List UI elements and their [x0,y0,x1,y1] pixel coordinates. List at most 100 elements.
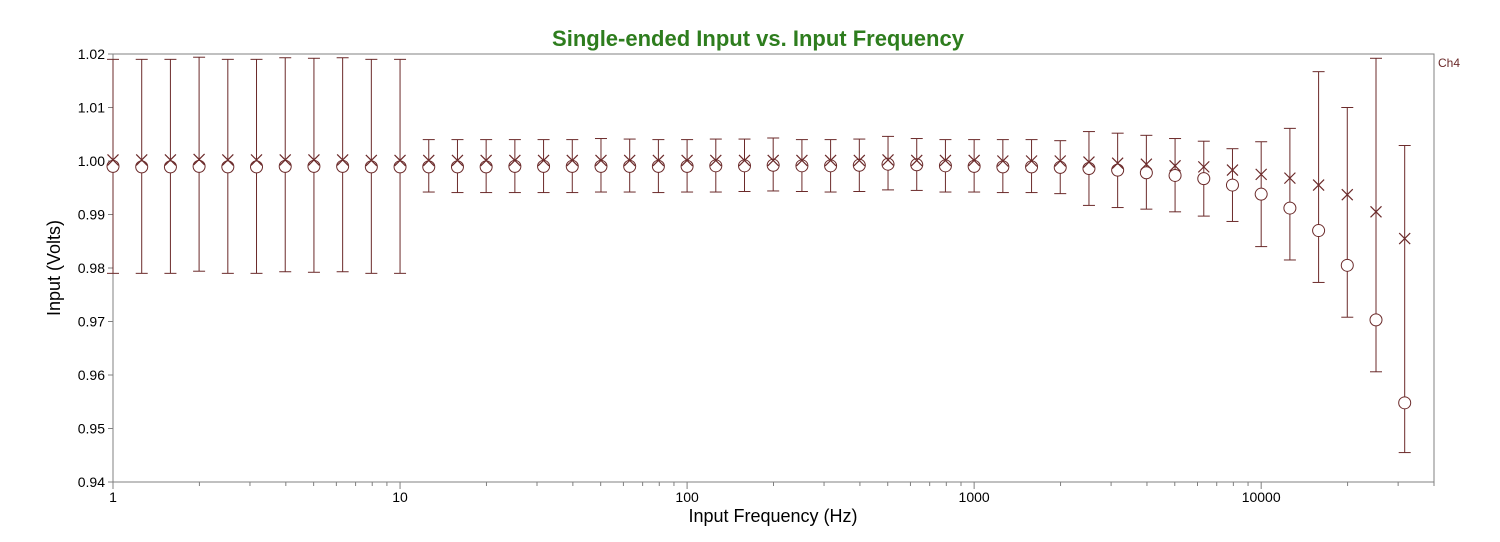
x-point [164,154,177,166]
circle-point [1053,160,1067,174]
x-point [135,154,148,166]
x-point [1197,160,1210,173]
circle-point [221,160,235,174]
legend-label: Ch4 [1438,56,1460,70]
x-point [910,154,923,167]
chart-title: Single-ended Input vs. Input Frequency [552,26,965,51]
circle-point [738,159,752,173]
x-point [652,154,665,167]
circle-point [192,159,206,173]
x-point [968,154,981,167]
circle-point [537,159,551,173]
x-point [853,154,866,167]
circle-point [967,159,981,173]
circle-point [1225,178,1239,192]
circle-point [938,159,952,173]
x-point [107,154,119,166]
circle-point [336,159,350,173]
x-point [336,154,349,166]
circle-point [565,159,579,173]
circle-point [1082,161,1096,175]
circle-point [824,159,838,173]
x-point [1283,172,1296,185]
circle-point [364,160,378,174]
x-point [996,155,1009,167]
circle-point [508,159,522,173]
y-tick-label: 0.97 [78,314,105,330]
x-point [1111,157,1124,170]
x-axis: 1 10 100 1000 10000 [109,482,1435,505]
y-tick-label: 0.99 [78,207,105,223]
y-axis-label: Input (Volts) [44,220,64,316]
x-point [193,153,206,166]
x-axis-label: Input Frequency (Hz) [688,506,857,526]
x-point [795,154,808,167]
x-point [508,154,521,167]
x-point [394,154,406,167]
x-tick-label: 10 [392,489,408,505]
x-point [1312,179,1325,191]
x-point [365,154,378,167]
circle-point [1168,168,1182,182]
x-point [1054,155,1067,167]
y-tick-label: 0.95 [78,421,105,437]
circle-point [450,160,464,174]
circle-point [1197,172,1211,186]
circle-point [881,157,895,171]
x-point [595,154,607,167]
circle-point [250,160,264,174]
x-point [537,154,550,167]
x-point [767,154,780,167]
y-tick-label: 1.00 [78,153,105,169]
x-point [221,154,234,166]
x-point [422,154,435,167]
x-point [250,154,263,166]
x-point [1370,205,1382,218]
x-point [308,154,320,166]
circle-point [996,160,1010,174]
x-point [1169,159,1181,172]
circle-point [1254,187,1268,201]
x-point [824,154,837,167]
circle-point [852,158,866,172]
x-point [681,154,694,167]
circle-point [594,159,608,173]
x-point [1226,164,1239,177]
y-axis: 0.94 0.95 0.96 0.97 0.98 0.99 1.00 1.01 1.02 [78,46,113,490]
x-point [738,154,751,167]
circle-point [1340,258,1354,272]
y-tick-label: 0.98 [78,260,105,276]
x-point [451,154,464,167]
circle-point [1025,160,1039,174]
circle-point [795,159,809,173]
x-point [1140,158,1153,171]
plot-frame [112,53,1435,483]
y-tick-label: 0.96 [78,367,105,383]
y-tick-label: 1.02 [78,46,105,62]
x-point [566,154,579,167]
x-point [623,154,636,167]
circle-point [278,159,292,173]
circle-point [623,159,637,173]
circle-point [393,160,407,174]
circle-point [106,159,120,173]
circle-point [709,159,723,173]
x-point [279,154,292,166]
circle-point [680,159,694,173]
y-tick-label: 1.01 [78,100,105,116]
circle-point [422,160,436,174]
x-point [1083,156,1095,168]
circle-point [1398,396,1412,410]
circle-point [1312,224,1326,238]
circle-point [163,160,177,174]
circle-point [307,159,321,173]
x-point [1398,232,1411,245]
x-point [939,154,952,167]
x-tick-label: 100 [675,489,699,505]
data-marks [106,56,1412,454]
circle-point [1139,166,1153,180]
x-point [1341,188,1354,201]
x-tick-label: 10000 [1242,489,1281,505]
circle-point [1369,313,1383,327]
